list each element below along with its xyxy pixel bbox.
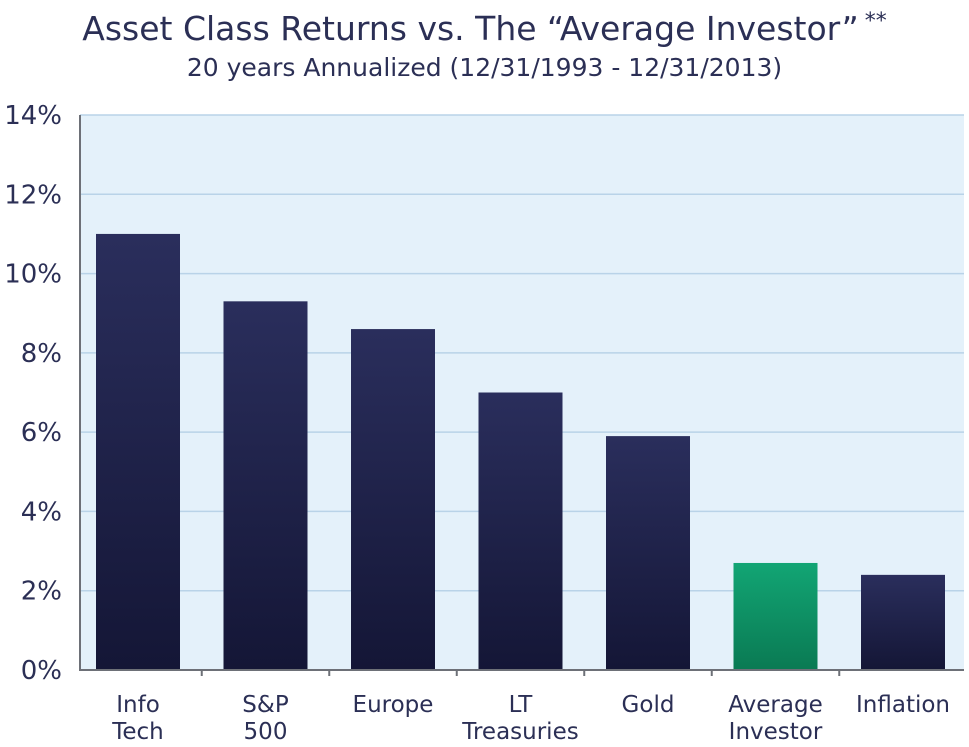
bar xyxy=(96,233,180,670)
x-axis-category-labels: Info Tech S&P 500 Europe LT Treasuries Gold Aver… xyxy=(111,692,950,745)
x-category-label: LT Treasuries xyxy=(461,692,578,745)
bar xyxy=(478,392,563,670)
bar-highlight xyxy=(733,562,818,670)
y-tick-label: 12% xyxy=(4,180,62,210)
chart-subtitle: 20 years Annualized (12/31/1993 - 12/31/… xyxy=(186,53,783,82)
y-tick-label: 2% xyxy=(21,577,62,607)
bar xyxy=(606,436,690,670)
bar xyxy=(861,574,945,670)
x-category-label: S&P 500 xyxy=(242,692,289,745)
bar xyxy=(351,329,435,670)
title-footnote-marker: ** xyxy=(864,9,887,34)
y-tick-label: 8% xyxy=(21,339,62,369)
x-axis-ticks xyxy=(200,670,841,676)
y-tick-label: 0% xyxy=(21,656,62,686)
x-category-label: Info Tech xyxy=(111,692,164,745)
x-category-label: Gold xyxy=(622,692,675,718)
x-category-label: Average Investor xyxy=(728,692,823,745)
bars xyxy=(96,233,945,670)
x-category-label: Inflation xyxy=(856,692,950,718)
y-tick-label: 6% xyxy=(21,418,62,448)
chart-title: Asset Class Returns vs. The “Average Inv… xyxy=(82,9,887,48)
y-tick-label: 14% xyxy=(4,101,62,131)
x-category-label: Europe xyxy=(353,692,434,718)
y-tick-label: 10% xyxy=(4,260,62,290)
y-tick-label: 4% xyxy=(21,497,62,527)
y-axis-tick-labels: 0% 2% 4% 6% 8% 10% 12% 14% xyxy=(4,101,62,686)
bar xyxy=(223,301,308,670)
